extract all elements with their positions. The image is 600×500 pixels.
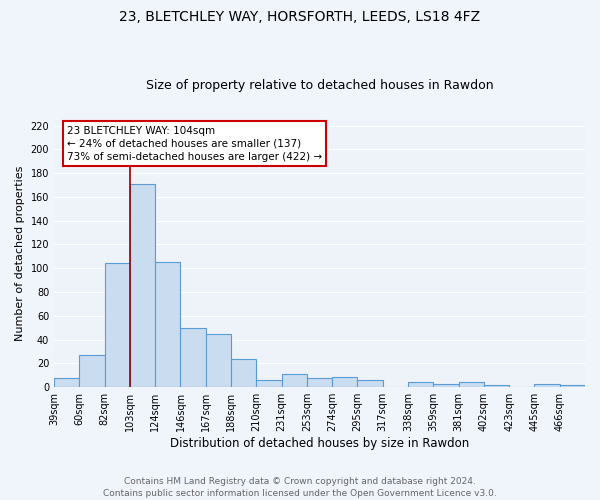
- Bar: [307, 378, 332, 387]
- Bar: [104, 264, 130, 387]
- X-axis label: Distribution of detached houses by size in Rawdon: Distribution of detached houses by size …: [170, 437, 469, 450]
- Text: 23, BLETCHLEY WAY, HORSFORTH, LEEDS, LS18 4FZ: 23, BLETCHLEY WAY, HORSFORTH, LEEDS, LS1…: [119, 10, 481, 24]
- Y-axis label: Number of detached properties: Number of detached properties: [15, 166, 25, 341]
- Text: Contains HM Land Registry data © Crown copyright and database right 2024.
Contai: Contains HM Land Registry data © Crown c…: [103, 476, 497, 498]
- Bar: [231, 358, 256, 387]
- Bar: [560, 385, 585, 387]
- Bar: [332, 376, 358, 387]
- Bar: [256, 380, 281, 387]
- Bar: [130, 184, 155, 387]
- Bar: [458, 382, 484, 387]
- Bar: [181, 328, 206, 387]
- Bar: [358, 380, 383, 387]
- Bar: [206, 334, 231, 387]
- Bar: [281, 374, 307, 387]
- Bar: [433, 384, 458, 387]
- Text: 23 BLETCHLEY WAY: 104sqm
← 24% of detached houses are smaller (137)
73% of semi-: 23 BLETCHLEY WAY: 104sqm ← 24% of detach…: [67, 126, 322, 162]
- Bar: [484, 385, 509, 387]
- Title: Size of property relative to detached houses in Rawdon: Size of property relative to detached ho…: [146, 79, 493, 92]
- Bar: [535, 384, 560, 387]
- Bar: [54, 378, 79, 387]
- Bar: [408, 382, 433, 387]
- Bar: [79, 355, 104, 387]
- Bar: [155, 262, 181, 387]
